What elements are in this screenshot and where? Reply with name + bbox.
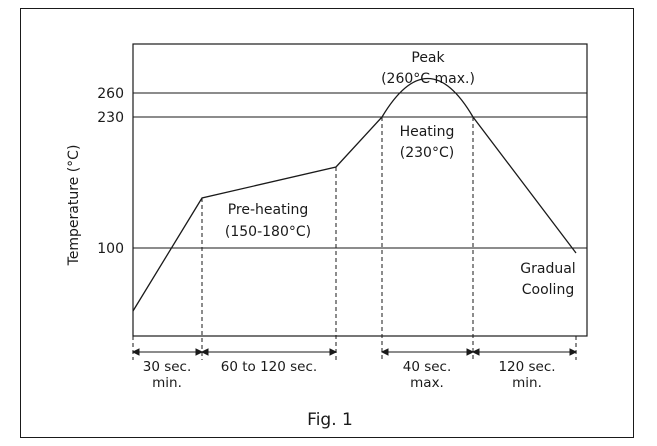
duration-label: 60 to 120 sec. [221, 359, 317, 375]
zone-range-preheating: (150-180°C) [225, 224, 311, 240]
y-axis-label: Temperature (°C) [66, 145, 82, 267]
zone-label-heating: Heating [400, 124, 455, 140]
zone-range-cooling: Cooling [522, 282, 574, 298]
duration-label: max. [410, 375, 444, 391]
duration-label: min. [152, 375, 182, 391]
duration-label: 40 sec. [403, 359, 452, 375]
temperature-profile-line [132, 78, 577, 312]
zone-range-heating: (230°C) [400, 145, 454, 161]
y-tick-label: 260 [97, 86, 124, 102]
y-tick-label: 100 [97, 241, 124, 257]
duration-label: 120 sec. [498, 359, 555, 375]
duration-arrows [131, 348, 578, 356]
plot-area [132, 43, 588, 337]
zone-range-peak: (260°C max.) [381, 71, 475, 87]
figure-frame [20, 8, 634, 438]
zone-label-peak: Peak [411, 50, 445, 66]
duration-label: 30 sec. [143, 359, 192, 375]
figure-caption: Fig. 1 [307, 410, 353, 430]
zone-label-cooling: Gradual [520, 261, 575, 277]
zone-label-preheating: Pre-heating [228, 202, 309, 218]
y-tick-label: 230 [97, 110, 124, 126]
duration-label: min. [512, 375, 542, 391]
